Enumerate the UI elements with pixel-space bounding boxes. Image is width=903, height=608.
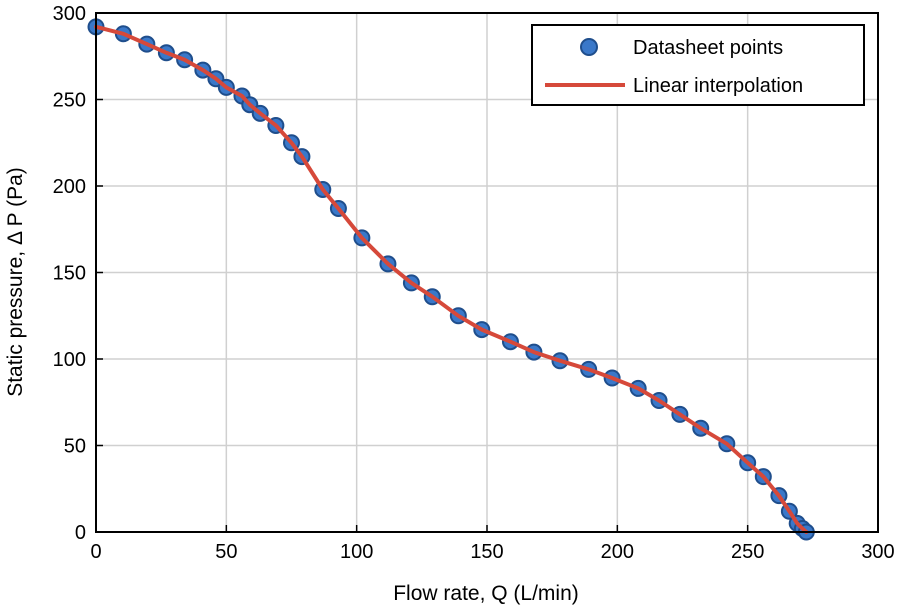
x-tick-label: 200 bbox=[601, 541, 634, 563]
x-tick-label: 0 bbox=[90, 541, 101, 563]
legend-marker-datasheet-points bbox=[580, 38, 598, 56]
legend: Datasheet points Linear interpolation bbox=[531, 24, 865, 106]
x-tick-label: 50 bbox=[215, 541, 237, 563]
legend-label-linear-interpolation: Linear interpolation bbox=[633, 75, 803, 97]
x-axis: 0 50 100 150 200 250 300 bbox=[90, 525, 895, 563]
y-tick-label: 250 bbox=[53, 90, 86, 112]
y-tick-label: 0 bbox=[75, 522, 86, 544]
series-line-linear-interpolation bbox=[94, 24, 809, 534]
y-tick-label: 200 bbox=[53, 176, 86, 198]
y-tick-label: 300 bbox=[53, 3, 86, 25]
plot-frame bbox=[95, 12, 879, 533]
x-tick-label: 300 bbox=[861, 541, 894, 563]
x-tick-label: 100 bbox=[340, 541, 373, 563]
legend-box bbox=[531, 24, 865, 106]
legend-label-datasheet-points: Datasheet points bbox=[633, 37, 783, 59]
y-tick-label: 150 bbox=[53, 263, 86, 285]
y-tick-label: 100 bbox=[53, 349, 86, 371]
plot-area bbox=[87, 18, 815, 541]
x-axis-label: Flow rate, Q (L/min) bbox=[393, 582, 579, 605]
x-tick-label: 150 bbox=[470, 541, 503, 563]
y-tick-label: 50 bbox=[64, 436, 86, 458]
y-axis: 0 50 100 150 200 250 300 bbox=[53, 3, 103, 544]
x-tick-label: 250 bbox=[731, 541, 764, 563]
y-axis-label: Static pressure, Δ P (Pa) bbox=[4, 167, 27, 397]
